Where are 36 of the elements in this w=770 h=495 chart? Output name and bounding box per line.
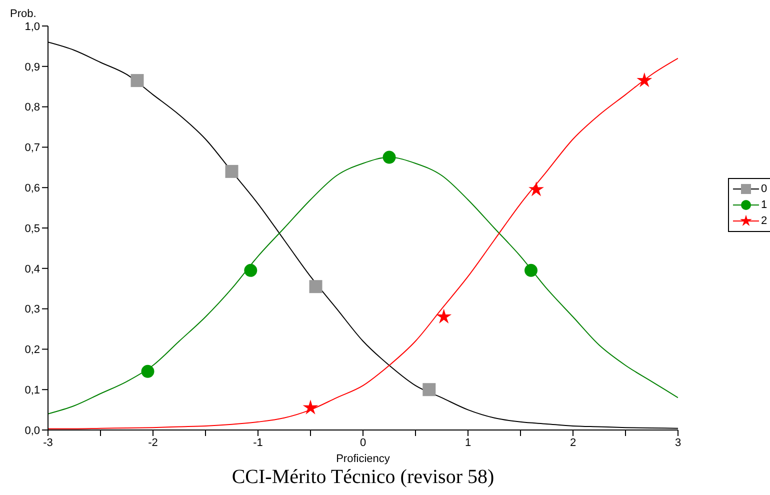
point — [422, 383, 436, 396]
y-tick-label: 0,2 — [24, 344, 40, 356]
point — [528, 181, 544, 196]
x-tick-label: 2 — [570, 436, 576, 449]
legend-label: 2 — [761, 215, 768, 227]
y-tick-label: 0,1 — [24, 384, 40, 397]
y-tick-label: 0,4 — [24, 263, 40, 276]
x-tick-label: -2 — [148, 436, 158, 449]
text: CCI-Mérito Técnico (revisor 58) — [230, 466, 496, 489]
y-tick-label: 0,8 — [24, 102, 40, 114]
legend-label: 0 — [761, 183, 768, 195]
point — [130, 74, 144, 88]
legend-label: 1 — [761, 199, 768, 211]
point — [382, 150, 396, 164]
x-tick-label: -3 — [43, 436, 53, 449]
x-tick-label: 1 — [464, 436, 472, 449]
point — [141, 364, 154, 378]
x-tick-label: -1 — [253, 436, 263, 449]
point — [309, 280, 322, 294]
y-tick-label: 0,0 — [24, 424, 40, 437]
x-tick-label: 3 — [674, 436, 682, 449]
y-tick-label: 1,0 — [24, 20, 40, 33]
point — [524, 264, 538, 277]
point — [225, 164, 238, 178]
point — [302, 400, 318, 414]
point — [636, 72, 652, 88]
x-tick-label: 0 — [360, 436, 366, 449]
y-tick-label: 0,9 — [24, 61, 40, 74]
y-tick-label: 0,5 — [24, 222, 40, 235]
y-axis-title: Prob. — [10, 8, 36, 20]
y-tick-label: 0,6 — [24, 182, 40, 195]
point — [436, 308, 452, 324]
x-axis-title: Proficiency — [336, 453, 390, 465]
point — [244, 264, 258, 277]
y-tick-label: 0,3 — [24, 304, 40, 316]
y-tick-label: 0,7 — [24, 142, 40, 154]
